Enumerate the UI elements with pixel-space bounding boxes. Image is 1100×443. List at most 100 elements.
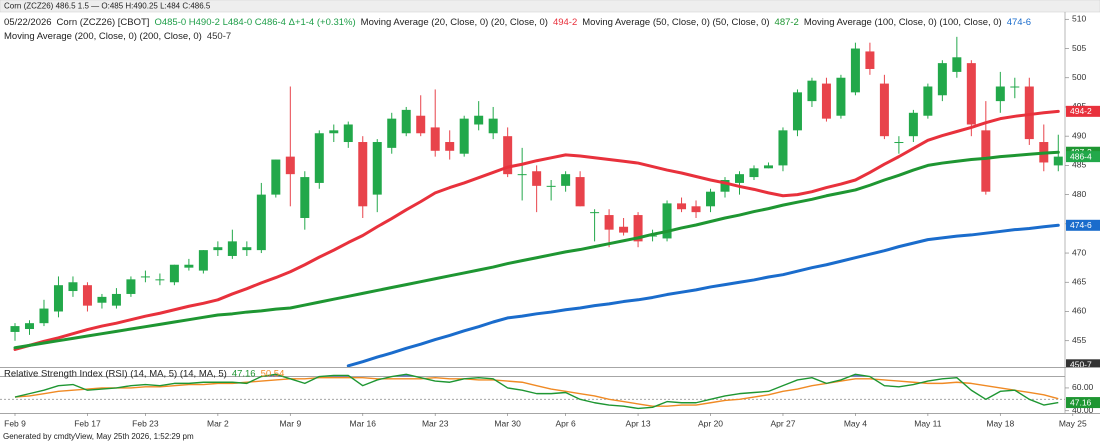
legend-item: 450-7 — [207, 31, 231, 42]
candle-body — [329, 130, 339, 134]
moving-average-line — [13, 109, 1060, 351]
candle-body — [821, 83, 831, 119]
candle-body — [184, 264, 194, 268]
legend: Moving Average (200, Close, 0) (200, Clo… — [4, 31, 231, 42]
candle-body — [430, 127, 440, 151]
x-tick-label: Mar 30 — [494, 418, 521, 428]
price-axis: 455460465470475480485490495500505510494-… — [1065, 14, 1100, 370]
candle-body — [894, 142, 904, 144]
legend-item: Moving Average (50, Close, 0) (50, Close… — [582, 17, 769, 28]
candle-body — [952, 57, 962, 72]
candle-body — [213, 247, 223, 251]
candle-body — [416, 115, 426, 134]
price-plot — [10, 36, 1063, 367]
candle-body — [401, 109, 411, 134]
rsi-tag-bg — [1066, 397, 1100, 409]
legend-item: 05/22/2026 — [4, 17, 52, 28]
overlay: Feb 9 Feb 17 Feb 23 Mar 2 Mar 9 Mar 16 Mar 23 M… — [4, 17, 1087, 429]
candle-body — [807, 80, 817, 102]
rsi-tag: 47.16 — [1070, 397, 1092, 407]
candle-body — [749, 168, 759, 178]
x-tick-label: Feb 9 — [4, 418, 26, 428]
candle-body — [256, 194, 266, 251]
legend-item: 494-2 — [553, 17, 577, 28]
x-tick-label: Mar 9 — [279, 418, 301, 428]
candle-body — [97, 296, 107, 303]
candle-body — [677, 203, 687, 210]
candle-body — [865, 51, 875, 69]
candle-body — [763, 165, 773, 169]
ma-tag: 450-7 — [1070, 360, 1092, 370]
candle-body — [372, 142, 382, 195]
legend-item: 474-6 — [1007, 17, 1031, 28]
candle-body — [488, 118, 498, 134]
x-tick-label: Apr 20 — [698, 418, 723, 428]
candle-body — [937, 63, 947, 96]
legend-item: Moving Average (20, Close, 0) (20, Close… — [361, 17, 548, 28]
candle-body — [445, 142, 455, 151]
candle-body — [706, 191, 716, 207]
moving-average-line — [13, 150, 1060, 350]
candle-body — [1024, 86, 1034, 140]
candle-body — [358, 142, 368, 207]
x-tick-label: May 11 — [914, 418, 942, 428]
price-tag: 486-4 — [1070, 151, 1092, 161]
candle-body — [546, 185, 556, 187]
candle-body — [1053, 156, 1063, 166]
y-tick-label: 460 — [1072, 306, 1086, 316]
y-tick-label: 510 — [1072, 14, 1086, 24]
x-tick-label: Feb 23 — [132, 418, 159, 428]
candle-body — [966, 63, 976, 125]
candle-body — [24, 323, 34, 330]
candle-body — [908, 112, 918, 137]
candle-body — [39, 308, 49, 324]
candle-body — [227, 241, 237, 256]
candle-body — [387, 118, 397, 148]
candle-body — [53, 285, 63, 312]
y-tick-label: 465 — [1072, 277, 1086, 287]
x-tick-label: May 18 — [986, 418, 1014, 428]
candle-body — [995, 86, 1005, 102]
y-tick-label: 490 — [1072, 130, 1086, 140]
x-tick-label: Apr 6 — [555, 418, 576, 428]
legend-item: Moving Average (100, Close, 0) (100, Clo… — [804, 17, 1002, 28]
legend-item: 50.54 — [261, 368, 285, 379]
x-tick-label: Feb 17 — [74, 418, 101, 428]
legend-item: O485-0 H490-2 L484-0 C486-4 Δ+1-4 (+0.31… — [154, 17, 355, 28]
price-tag-bg — [1066, 151, 1100, 163]
title-bar — [0, 0, 1100, 13]
rsi-line — [14, 376, 1059, 407]
candle-body — [648, 235, 658, 237]
x-tick-label: Mar 23 — [422, 418, 449, 428]
candle-body — [459, 118, 469, 154]
legend-item: Relative Strength Index (RSI) (14, MA, 5… — [4, 368, 227, 379]
candle-body — [735, 174, 744, 183]
footer: Generated by cmdtyView, May 25th 2026, 1… — [3, 432, 194, 441]
x-tick-label: May 4 — [844, 418, 867, 428]
candle-body — [879, 83, 889, 137]
rsi-plot — [0, 373, 1065, 410]
candle-body — [198, 250, 208, 271]
candle-body — [68, 282, 78, 292]
legend: 05/22/2026 Corn (ZCZ26) [CBOT] O485-0 H490… — [4, 17, 1031, 28]
legend-item: 487-2 — [775, 17, 799, 28]
candle-body — [619, 226, 629, 233]
ma-tag-bg — [1066, 359, 1100, 367]
overbought-fill — [15, 374, 1059, 377]
x-tick-label: Apr 27 — [770, 418, 795, 428]
ma-tag-bg — [1066, 105, 1100, 117]
y-tick-label: 470 — [1072, 247, 1086, 257]
y-tick-label: 40.00 — [1072, 405, 1094, 415]
candle-body — [662, 203, 672, 239]
candle-body — [126, 279, 136, 294]
y-tick-label: 480 — [1072, 189, 1086, 199]
x-tick-label: May 25 — [1059, 418, 1087, 428]
candle-body — [792, 92, 802, 131]
y-tick-label: 455 — [1072, 335, 1086, 345]
x-tick-label: Apr 13 — [626, 418, 651, 428]
legend-item: Moving Average (200, Close, 0) (200, Clo… — [4, 31, 202, 42]
candle-body — [517, 174, 527, 176]
ma-tag-bg — [1066, 219, 1100, 231]
y-tick-label: 505 — [1072, 43, 1086, 53]
